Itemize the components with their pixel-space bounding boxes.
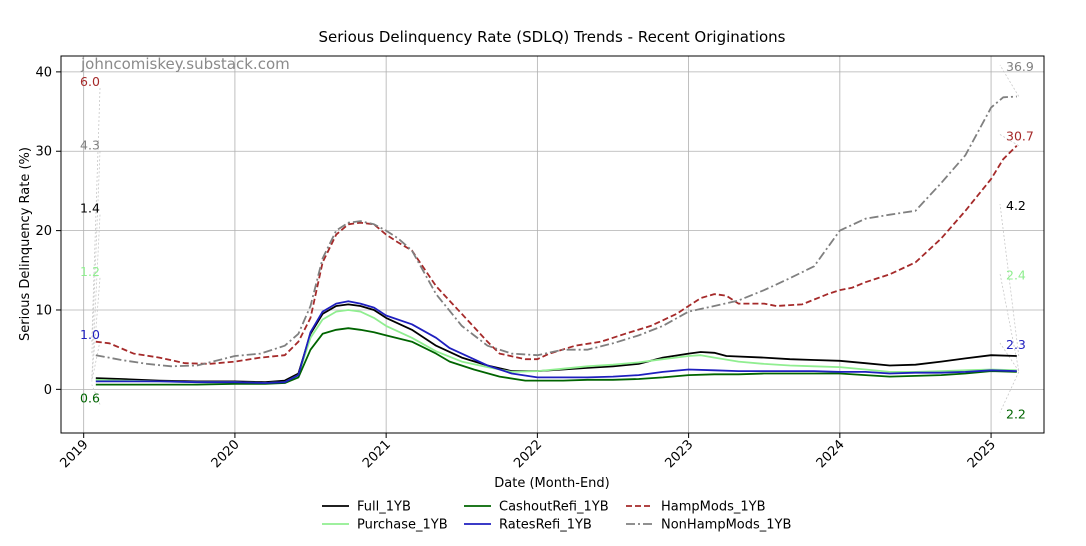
legend-item-cashoutrefi-1yb: CashoutRefi_1YB — [464, 500, 609, 515]
legend-label: RatesRefi_1YB — [499, 518, 592, 533]
legend-item-ratesrefi-1yb: RatesRefi_1YB — [464, 518, 592, 533]
start-label-leader — [91, 341, 101, 382]
grid — [61, 56, 1044, 433]
series-line-hampmods-1yb — [95, 145, 1018, 365]
series-lines — [95, 95, 1018, 386]
legend-label: Full_1YB — [357, 500, 411, 515]
label-leader-lines — [91, 64, 1020, 413]
legend-item-hampmods-1yb: HampMods_1YB — [626, 500, 765, 515]
series-line-cashoutrefi-1yb — [95, 327, 1017, 386]
end-label-leader — [999, 342, 1020, 372]
start-label-ratesrefi-1yb: 1.0 — [80, 327, 100, 342]
y-axis-title: Serious Delinquency Rate (%) — [18, 147, 33, 341]
end-label-hampmods-1yb: 30.7 — [1006, 129, 1034, 144]
series-line-ratesrefi-1yb — [95, 300, 1017, 384]
end-label-cashoutrefi-1yb: 2.2 — [1006, 407, 1026, 422]
x-axis-title: Date (Month-End) — [494, 476, 610, 491]
y-tick-label: 10 — [35, 303, 52, 318]
end-label-nonhampmods-1yb: 36.9 — [1006, 59, 1034, 74]
end-label-leader — [999, 203, 1020, 357]
end-label-leader — [999, 273, 1020, 371]
legend-label: NonHampMods_1YB — [661, 518, 791, 533]
legend-label: HampMods_1YB — [661, 500, 765, 515]
y-axis: 0 10 20 30 40 — [35, 65, 61, 398]
start-label-purchase-1yb: 1.2 — [80, 264, 100, 279]
start-label-leader — [91, 277, 101, 380]
end-label-full-1yb: 4.2 — [1006, 198, 1026, 213]
y-tick-label: 40 — [35, 65, 52, 80]
y-tick-label: 20 — [35, 224, 52, 239]
end-label-leader — [999, 371, 1020, 413]
y-tick-label: 0 — [44, 383, 52, 398]
legend-item-nonhampmods-1yb: NonHampMods_1YB — [626, 518, 791, 533]
start-label-nonhampmods-1yb: 4.3 — [80, 137, 100, 152]
legend: Full_1YB Purchase_1YB CashoutRefi_1YB Rates… — [322, 500, 791, 533]
start-label-leader — [91, 384, 101, 405]
end-label-purchase-1yb: 2.4 — [1006, 268, 1026, 283]
legend-label: CashoutRefi_1YB — [499, 500, 609, 515]
y-tick-label: 30 — [35, 145, 52, 160]
watermark-text: johncomiskey.substack.com — [80, 55, 290, 73]
series-line-nonhampmods-1yb — [95, 95, 1017, 368]
legend-item-full-1yb: Full_1YB — [322, 500, 411, 515]
plot-frame — [60, 55, 1045, 434]
start-label-leader — [91, 214, 101, 379]
start-label-cashoutrefi-1yb: 0.6 — [80, 391, 100, 406]
end-label-ratesrefi-1yb: 2.3 — [1006, 337, 1026, 352]
series-end-labels: 6.0 4.3 1.4 1.2 1.0 0.6 36.9 30.7 4.2 2.4 2.3 2.2 — [80, 59, 1034, 422]
start-label-full-1yb: 1.4 — [80, 201, 100, 216]
legend-item-purchase-1yb: Purchase_1YB — [322, 518, 448, 533]
legend-label: Purchase_1YB — [357, 518, 448, 533]
chart-title: Serious Delinquency Rate (SDLQ) Trends -… — [319, 28, 786, 46]
start-label-hampmods-1yb: 6.0 — [80, 74, 100, 89]
